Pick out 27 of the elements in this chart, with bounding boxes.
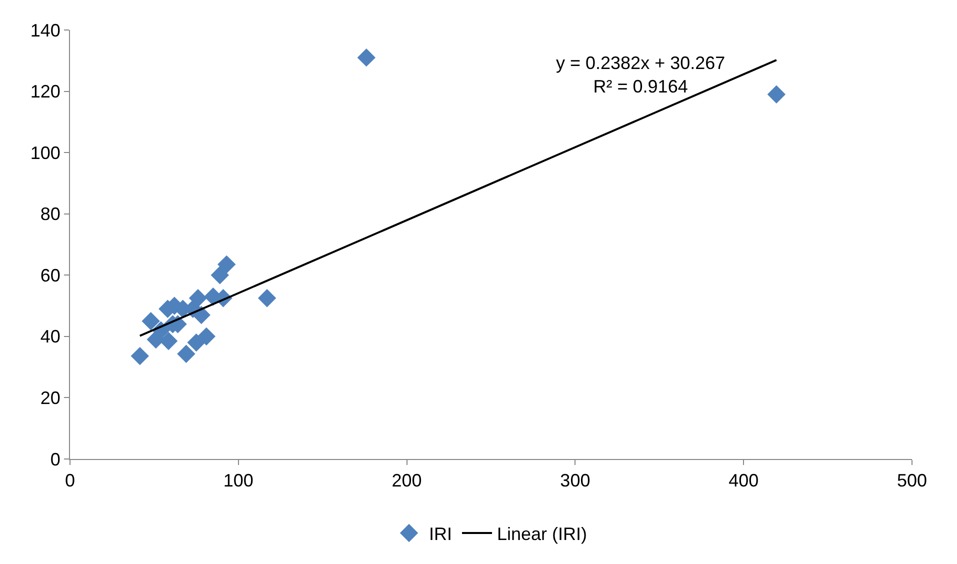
x-tick-label: 300: [560, 470, 590, 491]
point: [258, 289, 276, 308]
point: [218, 255, 236, 274]
point: [767, 85, 786, 104]
x-tick-label: 400: [728, 470, 759, 491]
x-tick-label: 0: [64, 470, 76, 491]
x-tick-label: 200: [392, 470, 422, 491]
legend-label: IRI: [429, 524, 452, 544]
x-tick-label: 100: [223, 470, 254, 491]
y-tick-label: 40: [40, 326, 60, 347]
point: [357, 48, 376, 67]
y-tick-label: 20: [40, 388, 60, 408]
legend-label: Linear (IRI): [497, 524, 588, 544]
y-tick-label: 120: [30, 82, 60, 102]
y-tick-label: 60: [40, 265, 60, 286]
annotation: y = 0.2382x + 30.267 R² = 0.9164: [556, 53, 726, 96]
point: [210, 266, 229, 284]
y-tick-label: 140: [30, 20, 60, 40]
y-tick-label: 100: [30, 142, 60, 163]
point: [177, 344, 196, 363]
y-tick-label: 0: [50, 449, 60, 470]
y-tick-label: 80: [40, 204, 60, 224]
point: [188, 289, 208, 308]
x-tick-label: 500: [896, 470, 928, 491]
point: [197, 327, 216, 346]
point: [130, 346, 149, 366]
point: [142, 312, 160, 330]
